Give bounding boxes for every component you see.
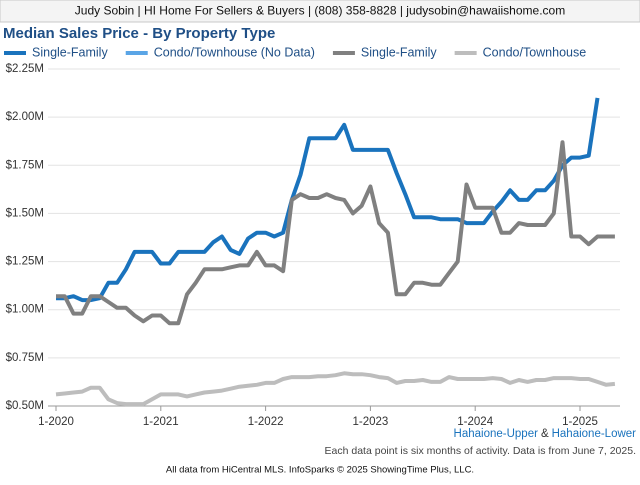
legend-label: Single-Family <box>32 45 108 59</box>
legend-label: Single-Family <box>361 45 437 59</box>
y-tick-label: $2.25M <box>6 63 44 75</box>
series-line <box>56 97 600 303</box>
y-tick-label: $1.25M <box>6 256 44 268</box>
x-tick-label: 1-2022 <box>248 416 284 428</box>
note: Each data point is six months of activit… <box>325 445 636 457</box>
x-tick-label: 1-2021 <box>143 416 179 428</box>
y-tick-label: $0.75M <box>6 352 44 364</box>
legend-label: Condo/Townhouse (No Data) <box>154 45 315 59</box>
y-tick-label: $1.00M <box>6 304 44 316</box>
footer: All data from HiCentral MLS. InfoSparks … <box>166 465 474 476</box>
area-label: Hahaione-Upper & Hahaione-Lower <box>454 428 637 440</box>
x-tick-label: 1-2024 <box>457 416 493 428</box>
area-joiner: & <box>541 428 549 440</box>
header-text: Judy Sobin | HI Home For Sellers & Buyer… <box>75 4 565 18</box>
area-second: Hahaione-Lower <box>552 428 637 440</box>
y-tick-label: $2.00M <box>6 111 44 123</box>
x-tick-label: 1-2025 <box>562 416 598 428</box>
series-line <box>56 140 615 326</box>
x-tick-label: 1-2020 <box>38 416 74 428</box>
area-first: Hahaione-Upper <box>454 428 539 440</box>
series-line <box>55 371 616 407</box>
legend-label: Condo/Townhouse <box>483 45 587 59</box>
chart-title: Median Sales Price - By Property Type <box>3 25 275 42</box>
y-tick-label: $1.50M <box>6 207 44 219</box>
y-tick-label: $1.75M <box>6 159 44 171</box>
header-bar <box>0 0 640 23</box>
x-tick-label: 1-2023 <box>352 416 388 428</box>
y-tick-label: $0.50M <box>6 400 44 412</box>
